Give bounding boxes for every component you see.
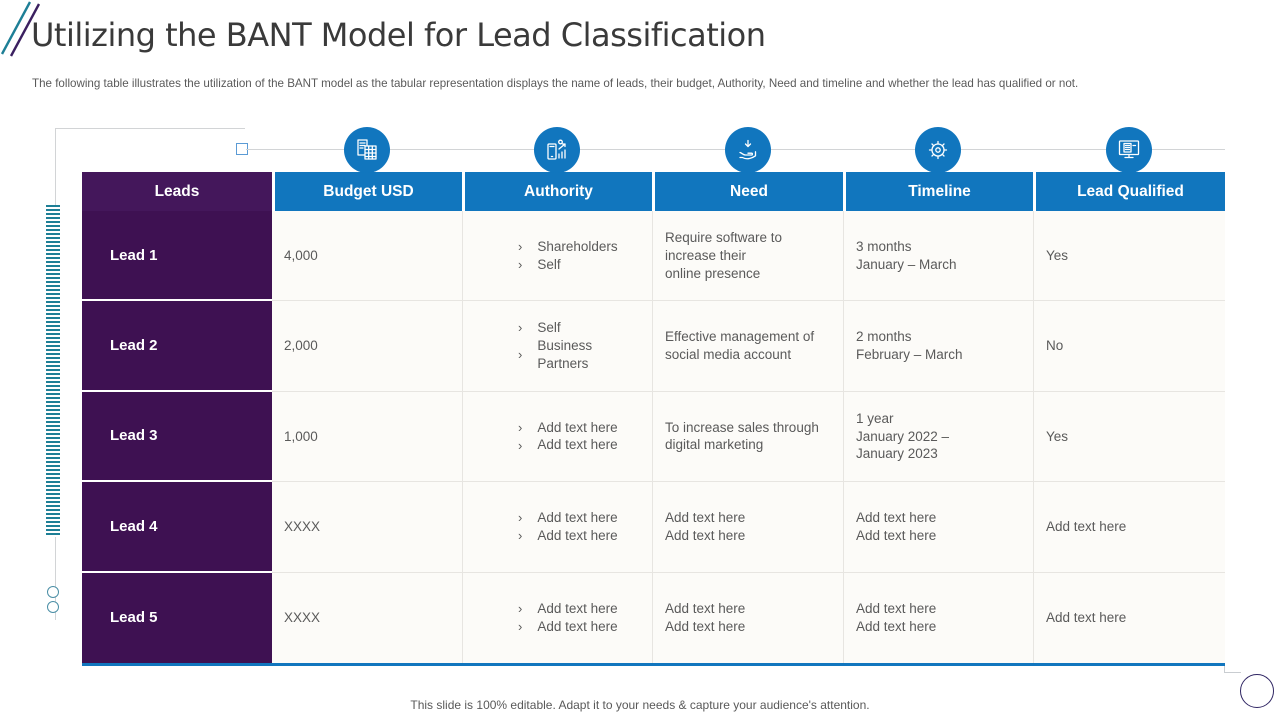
col-header-need[interactable]: Need <box>652 172 843 211</box>
budget-cell[interactable]: XXXX <box>272 482 462 573</box>
timeline-cell[interactable]: 1 year January 2022 – January 2023 <box>843 391 1033 483</box>
budget-cell[interactable]: XXXX <box>272 572 462 663</box>
budget-cell[interactable]: 1,000 <box>272 391 462 483</box>
lead-name-cell[interactable]: Lead 3 <box>82 391 272 483</box>
need-cell[interactable]: Require software to increase their onlin… <box>652 211 843 302</box>
page-title[interactable]: Utilizing the BANT Model for Lead Classi… <box>31 16 766 54</box>
authority-cell[interactable]: › Add text here › Add text here <box>462 482 652 573</box>
authority-item: Add text here <box>537 618 618 634</box>
qualified-cell[interactable]: Add text here <box>1033 572 1225 663</box>
table-bottom-accent-line <box>82 663 1225 666</box>
deco-circle-bottom <box>47 601 59 613</box>
timeline-cell[interactable]: Add text here Add text here <box>843 572 1033 663</box>
subtitle-text[interactable]: The following table illustrates the util… <box>32 77 1079 90</box>
col-header-timeline[interactable]: Timeline <box>843 172 1033 211</box>
qualified-monitor-icon <box>1106 127 1152 173</box>
need-cell[interactable]: Add text here Add text here <box>652 482 843 573</box>
chevron-bullet-icon: › <box>518 528 523 544</box>
timeline-cell[interactable]: Add text here Add text here <box>843 482 1033 573</box>
col-header-leads[interactable]: Leads <box>82 172 272 211</box>
chevron-bullet-icon: › <box>518 320 523 336</box>
need-cell[interactable]: Add text here Add text here <box>652 572 843 663</box>
bant-table: Leads Budget USD Authority Need Timeline… <box>82 172 1225 663</box>
footer-note[interactable]: This slide is 100% editable. Adapt it to… <box>410 698 870 712</box>
need-cell[interactable]: To increase sales through digital market… <box>652 391 843 483</box>
selection-top-line <box>55 128 245 129</box>
lead-name-cell[interactable]: Lead 2 <box>82 301 272 392</box>
budget-cell[interactable]: 2,000 <box>272 301 462 392</box>
authority-item: Shareholders <box>537 238 618 254</box>
selection-corner-line-v <box>1224 660 1225 673</box>
need-hand-arrow-icon <box>725 127 771 173</box>
col-header-authority[interactable]: Authority <box>462 172 652 211</box>
budget-cell[interactable]: 4,000 <box>272 211 462 302</box>
chevron-bullet-icon: › <box>518 601 523 617</box>
chevron-bullet-icon: › <box>518 239 523 255</box>
timeline-gear-icon <box>915 127 961 173</box>
authority-cell[interactable]: › Self › Business Partners <box>462 301 652 392</box>
authority-item: Self <box>537 320 561 336</box>
chevron-bullet-icon: › <box>518 619 523 635</box>
authority-cell[interactable]: › Add text here › Add text here <box>462 572 652 663</box>
authority-item: Business Partners <box>537 338 593 372</box>
timeline-cell[interactable]: 3 months January – March <box>843 211 1033 302</box>
chevron-bullet-icon: › <box>518 510 523 526</box>
authority-item: Add text here <box>537 419 618 435</box>
need-cell[interactable]: Effective management of social media acc… <box>652 301 843 392</box>
qualified-cell[interactable]: No <box>1033 301 1225 392</box>
lead-name-cell[interactable]: Lead 4 <box>82 482 272 573</box>
qualified-cell[interactable]: Yes <box>1033 391 1225 483</box>
timeline-cell[interactable]: 2 months February – March <box>843 301 1033 392</box>
authority-cell[interactable]: › Shareholders › Self <box>462 211 652 302</box>
chevron-bullet-icon: › <box>518 257 523 273</box>
chevron-bullet-icon: › <box>518 419 523 435</box>
authority-item: Self <box>537 256 561 272</box>
corner-slashes-decoration <box>0 1 41 57</box>
bottom-right-circle-decoration <box>1240 674 1274 708</box>
authority-item: Add text here <box>537 437 618 453</box>
authority-cell[interactable]: › Add text here › Add text here <box>462 391 652 483</box>
authority-item: Add text here <box>537 527 618 543</box>
deco-circle-top <box>47 586 59 598</box>
teal-dash-bar-decoration <box>46 205 60 537</box>
col-header-qualified[interactable]: Lead Qualified <box>1033 172 1225 211</box>
authority-analytics-icon <box>534 127 580 173</box>
col-header-budget[interactable]: Budget USD <box>272 172 462 211</box>
chevron-bullet-icon: › <box>518 347 523 363</box>
budget-calculator-icon <box>344 127 390 173</box>
qualified-cell[interactable]: Yes <box>1033 211 1225 302</box>
selection-corner-line-h <box>1224 672 1241 673</box>
chevron-bullet-icon: › <box>518 437 523 453</box>
lead-name-cell[interactable]: Lead 5 <box>82 572 272 663</box>
authority-item: Add text here <box>537 509 618 525</box>
qualified-cell[interactable]: Add text here <box>1033 482 1225 573</box>
authority-item: Add text here <box>537 600 618 616</box>
lead-name-cell[interactable]: Lead 1 <box>82 211 272 302</box>
